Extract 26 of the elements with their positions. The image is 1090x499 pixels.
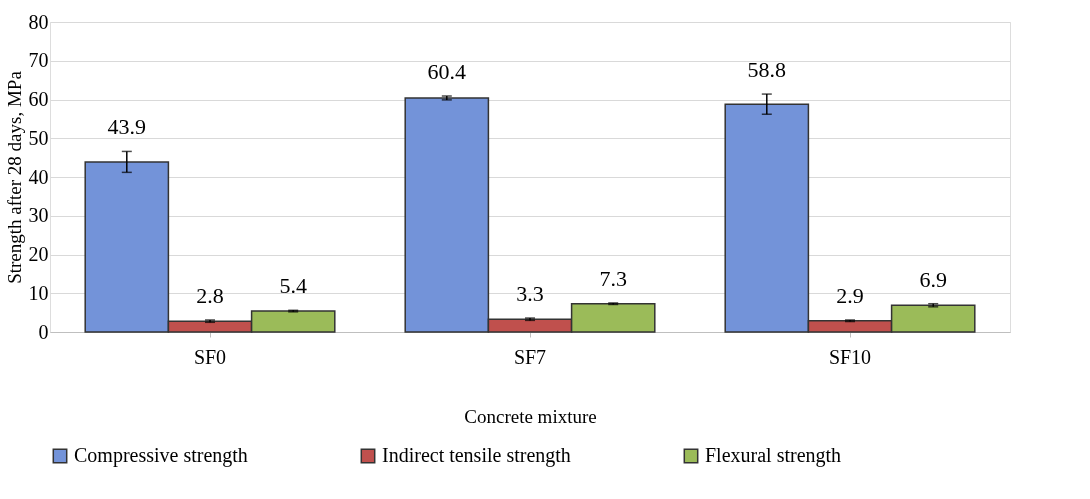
y-tick-label: 70	[28, 49, 49, 72]
y-tick-label: 50	[28, 126, 49, 149]
y-tick-label: 10	[28, 281, 49, 304]
data-label: 5.4	[279, 273, 307, 299]
data-label: 43.9	[107, 114, 147, 140]
x-tick-label: SF10	[828, 345, 872, 368]
y-tick-label: 40	[28, 165, 49, 188]
data-label: 6.9	[919, 266, 947, 292]
data-label: 58.8	[747, 57, 787, 83]
y-tick-label: 60	[28, 88, 49, 110]
y-tick-label: 80	[28, 10, 49, 33]
legend-label: Compressive strength	[74, 444, 248, 467]
data-label: 3.3	[516, 281, 544, 307]
y-tick-label: 30	[28, 204, 49, 227]
y-axis-title: Strength after 28 days, MPa	[3, 70, 25, 284]
data-label: 2.8	[196, 282, 224, 308]
x-tick-label: SF7	[513, 345, 547, 368]
x-tick-label: SF0	[193, 345, 227, 368]
x-axis-title: Concrete mixture	[464, 405, 597, 427]
data-label: 2.9	[836, 282, 864, 308]
y-tick-label: 0	[38, 320, 49, 343]
legend-label: Flexural strength	[705, 444, 842, 467]
data-label: 60.4	[427, 59, 467, 85]
data-label: 7.3	[599, 265, 627, 291]
y-tick-label: 20	[28, 243, 49, 265]
legend-label: Indirect tensile strength	[382, 444, 571, 467]
